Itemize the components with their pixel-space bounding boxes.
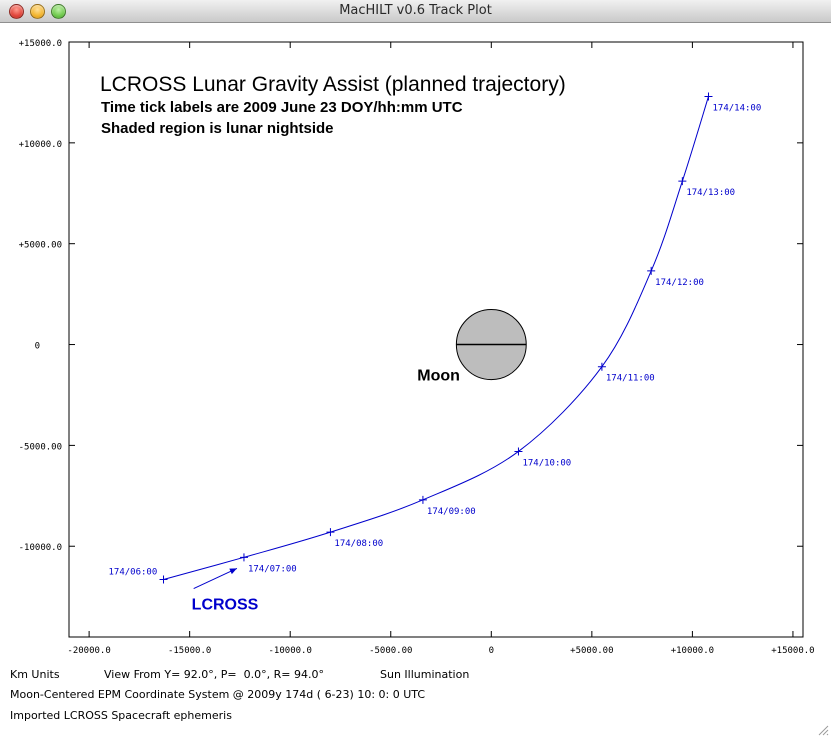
time-tick-label: 174/07:00 (248, 564, 297, 574)
x-tick-label: 0 (489, 646, 494, 656)
time-tick-mark (159, 575, 168, 584)
close-button[interactable] (9, 4, 24, 19)
x-tick-label: -20000.0 (67, 646, 110, 656)
zoom-button[interactable] (51, 4, 66, 19)
x-tick-label: -5000.00 (369, 646, 412, 656)
units-label: Km Units (10, 668, 60, 681)
resize-grip-icon[interactable] (816, 723, 829, 736)
time-tick-mark (704, 92, 713, 101)
time-tick-label: 174/11:00 (606, 374, 655, 384)
chart-subtitle-2: Shaded region is lunar nightside (101, 120, 334, 137)
x-tick-label: +10000.0 (671, 646, 714, 656)
time-tick-mark (514, 447, 523, 456)
time-tick-label: 174/10:00 (522, 458, 571, 468)
spacecraft-label: LCROSS (192, 597, 259, 614)
time-tick-label: 174/13:00 (686, 188, 735, 198)
footer-line-1: Km Units View From Y= 92.0°, P= 0.0°, R= … (10, 668, 469, 681)
time-tick-label: 174/09:00 (427, 507, 476, 517)
time-tick-label: 174/06:00 (109, 568, 158, 578)
chart-subtitle-1: Time tick labels are 2009 June 23 DOY/hh… (101, 99, 463, 116)
time-tick-label: 174/14:00 (712, 103, 761, 113)
view-label: View From Y= 92.0°, P= 0.0°, R= 94.0° (104, 668, 324, 681)
footer-line-2: Moon-Centered EPM Coordinate System @ 20… (10, 688, 426, 701)
y-tick-label: -5000.00 (19, 442, 62, 452)
chart-title: LCROSS Lunar Gravity Assist (planned tra… (100, 73, 566, 96)
direction-arrow-line (193, 567, 238, 590)
moon-label: Moon (417, 368, 460, 385)
time-tick-mark (418, 495, 427, 504)
time-tick-mark (239, 553, 248, 562)
time-tick-mark (597, 362, 606, 371)
time-tick-mark (326, 528, 335, 537)
y-tick-label: +15000.0 (19, 39, 62, 49)
time-tick-mark (647, 266, 656, 275)
footer-line-3: Imported LCROSS Spacecraft ephemeris (10, 709, 232, 722)
minimize-button[interactable] (30, 4, 45, 19)
y-tick-label: +5000.00 (19, 241, 62, 251)
x-tick-label: +15000.0 (771, 646, 814, 656)
time-tick-label: 174/08:00 (334, 539, 383, 549)
plot-frame (68, 41, 804, 638)
track-plot: -20000.0 -15000.0 -10000.0 -5000.00 0 +5000.0… (19, 39, 815, 656)
y-tick-label: -10000.0 (19, 543, 62, 553)
x-tick-label: -10000.0 (269, 646, 312, 656)
y-tick-label: +10000.0 (19, 140, 62, 150)
x-tick-label: +5000.00 (570, 646, 613, 656)
time-tick-label: 174/12:00 (655, 278, 704, 288)
sun-illumination-label: Sun Illumination (380, 668, 470, 681)
y-tick-label: 0 (35, 342, 40, 352)
x-tick-label: -15000.0 (168, 646, 211, 656)
direction-arrow-head (229, 568, 237, 575)
window-title: MacHILT v0.6 Track Plot (339, 3, 492, 18)
time-tick-mark (678, 177, 687, 186)
title-bar: MacHILT v0.6 Track Plot (0, 0, 831, 23)
